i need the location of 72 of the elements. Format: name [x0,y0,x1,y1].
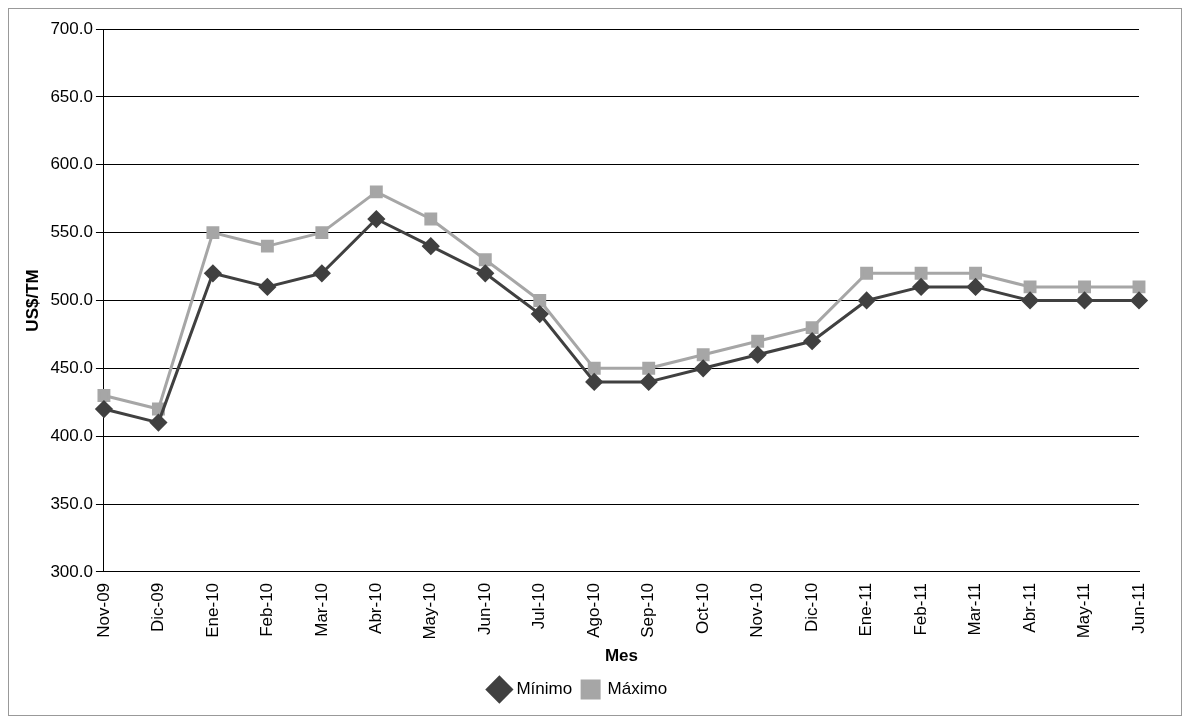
x-tick-label: Oct-10 [692,582,712,634]
point [694,359,712,377]
point [95,400,113,418]
point [969,266,983,280]
x-tick-label: Dic-09 [148,582,168,633]
point [422,237,440,255]
x-tick-label: Nov-10 [747,582,767,638]
y-tick-label: 550.0 [50,222,93,242]
y-tick-label: 400.0 [50,425,93,445]
y-tick-label: 650.0 [50,86,93,106]
point [315,226,329,240]
point [803,332,821,350]
point [367,210,385,228]
point [260,239,274,253]
x-tick-label: Ene-10 [202,582,222,638]
y-axis-title: US$/TM [22,269,42,332]
x-tick-label: May-11 [1074,582,1094,639]
point [206,226,220,240]
y-tick-label: 500.0 [50,290,93,310]
x-tick-label: Jun-11 [1128,582,1148,634]
x-tick-label: May-10 [420,582,440,640]
x-tick-label: Mar-10 [311,582,331,637]
point [531,305,549,323]
point [1021,291,1039,309]
point [585,373,603,391]
point [860,266,874,280]
point [1023,280,1037,294]
x-tick-label: Dic-10 [801,582,821,633]
x-tick-label: Sep-10 [638,582,658,638]
point [533,294,547,307]
x-tick-label: Mar-11 [965,582,985,636]
point [204,264,222,282]
point [749,346,767,364]
point [912,278,930,296]
x-tick-label: Ene-11 [856,582,876,637]
point [476,264,494,282]
point [1078,280,1091,294]
x-tick-label: Abr-11 [1019,582,1039,633]
y-tick-label: 300.0 [50,561,93,581]
point [696,348,710,362]
point [967,278,985,296]
point [858,291,876,309]
point [478,253,492,267]
x-tick-label: Abr-10 [366,582,386,634]
x-tick-label: Jun-10 [474,582,494,635]
point [805,321,819,335]
legend-label: Máximo [607,679,668,699]
point [1130,291,1148,309]
point [914,266,928,280]
point [1132,280,1146,294]
point [149,414,167,432]
y-tick-label: 350.0 [50,493,93,513]
point [1076,291,1094,309]
point [97,389,111,402]
point [258,278,276,296]
legend-label: Mínimo [516,679,573,699]
x-tick-label: Feb-10 [257,582,277,637]
x-tick-label: Feb-11 [910,582,930,636]
point [313,264,331,282]
y-tick-label: 700.0 [50,18,93,38]
point [587,361,601,375]
x-axis-title: Mes [604,646,639,666]
y-tick-label: 450.0 [50,358,93,378]
point [751,334,765,348]
x-tick-label: Jul-10 [529,582,549,630]
point [640,373,658,391]
x-tick-label: Nov-09 [93,582,113,638]
y-tick-label: 600.0 [50,154,93,174]
point [424,212,438,226]
x-tick-label: Ago-10 [583,582,603,638]
point [369,185,383,199]
point [642,361,656,375]
